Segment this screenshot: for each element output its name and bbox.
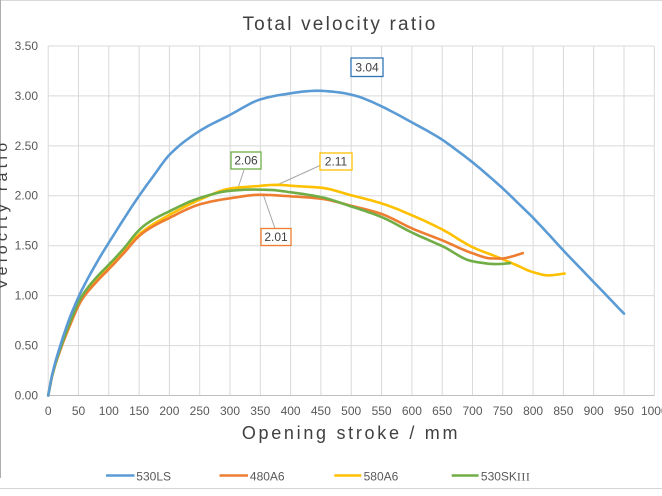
- svg-text:Opening stroke / mm: Opening stroke / mm: [242, 423, 460, 443]
- svg-text:700: 700: [462, 404, 482, 418]
- svg-text:500: 500: [341, 404, 361, 418]
- svg-text:650: 650: [432, 404, 452, 418]
- svg-text:580A6: 580A6: [364, 469, 399, 483]
- svg-text:2.06: 2.06: [234, 154, 258, 168]
- svg-text:600: 600: [402, 404, 422, 418]
- svg-text:850: 850: [553, 404, 573, 418]
- svg-text:350: 350: [250, 404, 270, 418]
- svg-text:0.50: 0.50: [15, 339, 39, 353]
- svg-text:Total velocity ratio: Total velocity ratio: [242, 14, 437, 35]
- svg-text:950: 950: [614, 404, 634, 418]
- svg-text:400: 400: [281, 404, 301, 418]
- svg-text:2.00: 2.00: [15, 189, 39, 203]
- svg-text:900: 900: [584, 404, 604, 418]
- svg-text:480A6: 480A6: [250, 469, 285, 483]
- svg-text:550: 550: [372, 404, 392, 418]
- svg-text:2.50: 2.50: [15, 139, 39, 153]
- svg-text:1.50: 1.50: [15, 239, 39, 253]
- svg-text:250: 250: [190, 404, 210, 418]
- svg-text:530SKIII: 530SKIII: [481, 469, 531, 483]
- svg-text:1.00: 1.00: [15, 289, 39, 303]
- svg-text:530LS: 530LS: [136, 469, 171, 483]
- svg-text:3.04: 3.04: [355, 60, 379, 74]
- svg-text:200: 200: [159, 404, 179, 418]
- svg-text:3.00: 3.00: [15, 89, 39, 103]
- svg-text:800: 800: [523, 404, 543, 418]
- svg-text:3.50: 3.50: [15, 39, 39, 53]
- svg-text:1000: 1000: [641, 404, 662, 418]
- svg-text:750: 750: [493, 404, 513, 418]
- svg-text:2.01: 2.01: [264, 230, 288, 244]
- svg-text:Velocity ratio: Velocity ratio: [0, 139, 11, 290]
- svg-text:450: 450: [311, 404, 331, 418]
- svg-text:0: 0: [45, 404, 52, 418]
- svg-text:150: 150: [129, 404, 149, 418]
- svg-text:50: 50: [72, 404, 86, 418]
- svg-text:300: 300: [220, 404, 240, 418]
- svg-text:0.00: 0.00: [15, 388, 39, 402]
- svg-text:2.11: 2.11: [325, 155, 348, 169]
- svg-text:100: 100: [99, 404, 119, 418]
